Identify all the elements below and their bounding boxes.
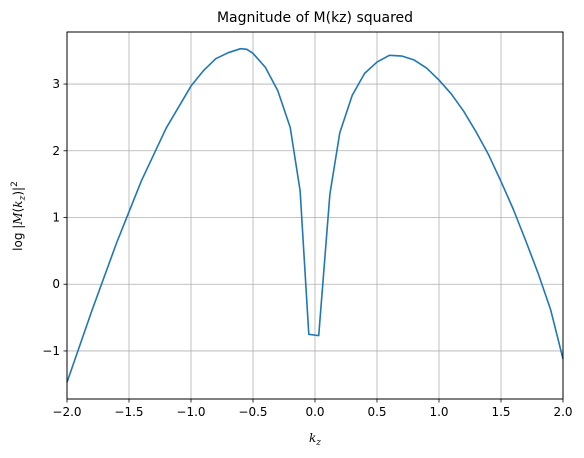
- y-axis-label-sub: z: [18, 195, 28, 201]
- y-tick-label: 2: [52, 144, 60, 158]
- y-tick-label: 3: [52, 77, 60, 91]
- y-axis: −1 0 1 2 3: [42, 77, 67, 358]
- grid: [66, 32, 564, 399]
- x-axis: −2.0 −1.5 −1.0 −0.5 0.0 0.5 1.0 1.5 2.0: [52, 399, 573, 419]
- y-tick-label: 0: [52, 277, 60, 291]
- x-tick-label: 1.0: [429, 405, 448, 419]
- series-group: [66, 47, 564, 383]
- x-tick-label: 1.5: [491, 405, 510, 419]
- x-tick-label: 2.0: [553, 405, 572, 419]
- x-tick-label: 0.5: [367, 405, 386, 419]
- y-axis-label-sym: M: [11, 212, 25, 226]
- y-axis-label: log |M(kz)|2: [10, 181, 28, 251]
- x-tick-label: −1.5: [114, 405, 143, 419]
- x-tick-label: −0.5: [238, 405, 267, 419]
- y-tick-label: −1: [42, 344, 60, 358]
- x-axis-label-sub: z: [315, 438, 321, 448]
- chart-title: Magnitude of M(kz) squared: [217, 10, 413, 26]
- x-tick-label: 0.0: [305, 405, 324, 419]
- x-axis-label-base: k: [309, 431, 316, 445]
- x-axis-label: kz: [309, 431, 321, 448]
- y-axis-label-close: )|: [11, 187, 25, 196]
- y-axis-label-prefix: log |: [11, 225, 25, 251]
- series-line: [66, 47, 564, 383]
- y-tick-label: 1: [52, 211, 60, 225]
- x-tick-label: −1.0: [176, 405, 205, 419]
- y-axis-label-sup: 2: [10, 181, 20, 187]
- x-tick-label: −2.0: [52, 405, 81, 419]
- y-axis-label-open: (: [11, 208, 25, 213]
- y-axis-label-base: k: [11, 200, 25, 207]
